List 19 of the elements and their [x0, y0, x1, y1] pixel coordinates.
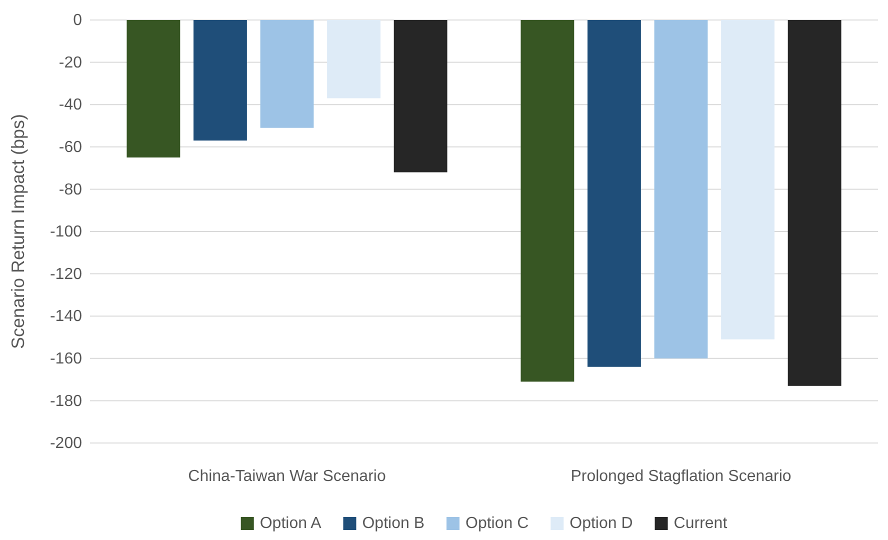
y-tick-label: -140: [50, 308, 82, 326]
x-tick-label: China-Taiwan War Scenario: [188, 468, 386, 485]
y-tick-label: -180: [50, 392, 82, 410]
y-tick-label: -60: [58, 139, 82, 156]
legend-label: Option A: [260, 515, 322, 532]
legend-label: Current: [674, 515, 728, 532]
legend-label: Option B: [362, 515, 424, 532]
legend-label: Option C: [466, 515, 529, 532]
legend-label: Option D: [570, 515, 633, 532]
y-tick-label: 0: [73, 12, 82, 30]
y-tick-label: -40: [58, 96, 82, 114]
x-tick-label: Prolonged Stagflation Scenario: [570, 468, 792, 485]
y-tick-label: -20: [58, 54, 82, 72]
y-tick-label: -100: [50, 224, 82, 241]
y-tick-label: -200: [50, 435, 82, 452]
y-axis-title: Scenario Return Impact (bps): [8, 114, 28, 350]
y-tick-label: -160: [50, 350, 82, 368]
y-tick-label: -80: [58, 181, 82, 198]
y-tick-label: -120: [50, 266, 82, 283]
